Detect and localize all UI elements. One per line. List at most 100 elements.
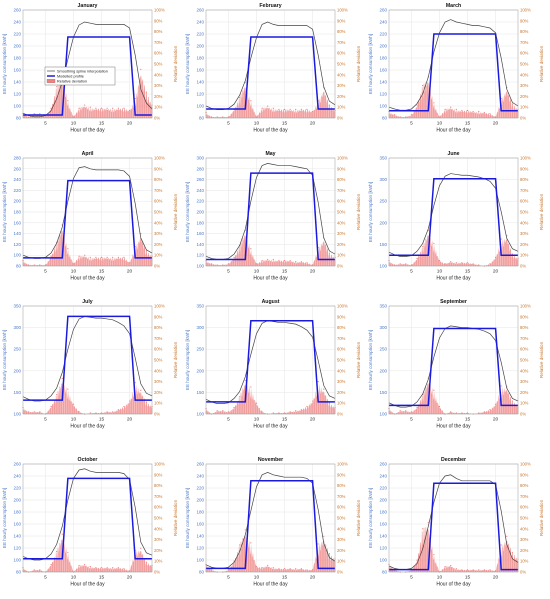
y2-tick-label: 40% bbox=[154, 72, 163, 77]
deviation-point bbox=[444, 566, 446, 568]
deviation-point bbox=[100, 567, 103, 569]
deviation-point bbox=[405, 410, 407, 412]
deviation-point bbox=[405, 263, 407, 265]
y2-axis-label: Relative deviation bbox=[356, 193, 361, 230]
deviation-point bbox=[450, 261, 452, 263]
deviation-point bbox=[433, 389, 435, 391]
deviation-point bbox=[427, 521, 429, 523]
deviation-point bbox=[438, 116, 441, 118]
y-tick-label: 140 bbox=[196, 242, 204, 247]
deviation-point bbox=[399, 410, 401, 412]
chart-svg: 80 100 120 140 160 180 200 220 240 260 0% 10% 20% 30%… bbox=[185, 3, 361, 134]
y-tick-label: 220 bbox=[379, 32, 387, 37]
deviation-point bbox=[250, 248, 252, 250]
y2-tick-label: 0% bbox=[337, 116, 343, 121]
y2-tick-label: 30% bbox=[337, 231, 346, 236]
deviation-point bbox=[117, 567, 119, 569]
y2-tick-label: 20% bbox=[337, 390, 346, 395]
deviation-point bbox=[227, 569, 230, 571]
y2-tick-label: 70% bbox=[337, 336, 346, 341]
y-tick-label: 140 bbox=[13, 231, 21, 236]
x-tick-label: 15 bbox=[282, 121, 288, 127]
y2-tick-label: 100% bbox=[520, 156, 531, 161]
x-tick-label: 20 bbox=[127, 121, 133, 127]
deviation-point bbox=[106, 107, 108, 109]
deviation-point bbox=[89, 566, 91, 568]
deviation-point bbox=[140, 68, 142, 70]
deviation-point bbox=[255, 566, 258, 568]
deviation-point bbox=[455, 412, 457, 414]
deviation-point bbox=[438, 260, 441, 262]
deviation-point bbox=[145, 91, 147, 93]
y-tick-label: 300 bbox=[379, 177, 387, 182]
y-tick-label: 100 bbox=[379, 558, 387, 563]
y2-tick-label: 40% bbox=[520, 526, 529, 531]
y-axis-label: EE hourly consumption [kWh] bbox=[2, 34, 7, 94]
chart-svg: 100 120 140 160 180 200 220 240 260 280 300 0% 10% 20… bbox=[185, 151, 361, 282]
legend-swatch-deviation bbox=[46, 79, 56, 83]
y2-tick-label: 90% bbox=[337, 166, 346, 171]
y2-tick-label: 0% bbox=[337, 412, 343, 417]
y-axis-label: EE hourly consumption [kWh] bbox=[185, 34, 190, 94]
deviation-point bbox=[328, 104, 330, 106]
deviation-point bbox=[311, 569, 314, 571]
x-tick-label: 15 bbox=[465, 121, 471, 127]
y2-tick-label: 50% bbox=[520, 62, 529, 67]
y-tick-label: 200 bbox=[196, 498, 204, 503]
deviation-point bbox=[244, 529, 246, 531]
deviation-point bbox=[444, 263, 446, 265]
y2-tick-label: 50% bbox=[154, 62, 163, 67]
y-tick-label: 120 bbox=[196, 92, 204, 97]
deviation-point bbox=[28, 264, 30, 266]
deviation-point bbox=[261, 260, 263, 262]
y-tick-label: 240 bbox=[379, 474, 387, 479]
y-tick-label: 200 bbox=[13, 199, 21, 204]
y2-tick-label: 70% bbox=[520, 336, 529, 341]
y-tick-label: 240 bbox=[196, 188, 204, 193]
deviation-point bbox=[416, 406, 418, 409]
y2-tick-label: 20% bbox=[154, 548, 163, 553]
deviation-point bbox=[433, 102, 435, 104]
x-tick-label: 15 bbox=[99, 575, 105, 581]
legend-box bbox=[44, 66, 116, 86]
y-tick-label: 120 bbox=[13, 242, 21, 247]
x-axis-label: Hour of the day bbox=[436, 128, 471, 134]
x-tick-label: 15 bbox=[282, 575, 288, 581]
chart-title: October bbox=[78, 457, 98, 463]
x-tick-label: 15 bbox=[465, 269, 471, 275]
x-tick-label: 20 bbox=[127, 417, 133, 423]
y2-tick-label: 20% bbox=[154, 390, 163, 395]
deviation-point bbox=[56, 86, 58, 88]
chart-title: March bbox=[446, 3, 461, 9]
y-tick-label: 200 bbox=[13, 498, 21, 503]
plot-frame bbox=[388, 305, 519, 415]
deviation-point bbox=[478, 110, 480, 113]
deviation-point bbox=[56, 550, 58, 553]
deviation-point bbox=[50, 107, 52, 109]
y-tick-label: 180 bbox=[379, 56, 387, 61]
deviation-point bbox=[56, 393, 58, 396]
y-tick-label: 300 bbox=[196, 325, 204, 330]
y2-tick-label: 40% bbox=[337, 526, 346, 531]
deviation-point bbox=[300, 409, 302, 411]
y2-tick-label: 20% bbox=[337, 548, 346, 553]
deviation-point bbox=[112, 411, 114, 413]
deviation-point bbox=[455, 108, 457, 110]
deviation-point bbox=[283, 108, 286, 110]
y2-tick-label: 20% bbox=[520, 94, 529, 99]
y-tick-label: 80 bbox=[16, 264, 22, 269]
chart-svg: 100 150 200 250 300 350 0% 10% 20% 30% 40% 50% 60% 70… bbox=[2, 299, 178, 430]
y2-tick-label: 70% bbox=[520, 188, 529, 193]
y-tick-label: 150 bbox=[379, 390, 387, 395]
y2-tick-label: 90% bbox=[337, 472, 346, 477]
deviation-point bbox=[39, 411, 41, 413]
y2-tick-label: 50% bbox=[154, 516, 163, 521]
deviation-point bbox=[239, 544, 241, 546]
y-tick-label: 100 bbox=[13, 104, 21, 109]
deviation-point bbox=[289, 108, 291, 110]
deviation-point bbox=[405, 116, 407, 118]
y2-tick-label: 90% bbox=[337, 18, 346, 23]
profile-line bbox=[389, 33, 518, 112]
y-tick-label: 220 bbox=[379, 486, 387, 491]
y-tick-label: 120 bbox=[13, 92, 21, 97]
